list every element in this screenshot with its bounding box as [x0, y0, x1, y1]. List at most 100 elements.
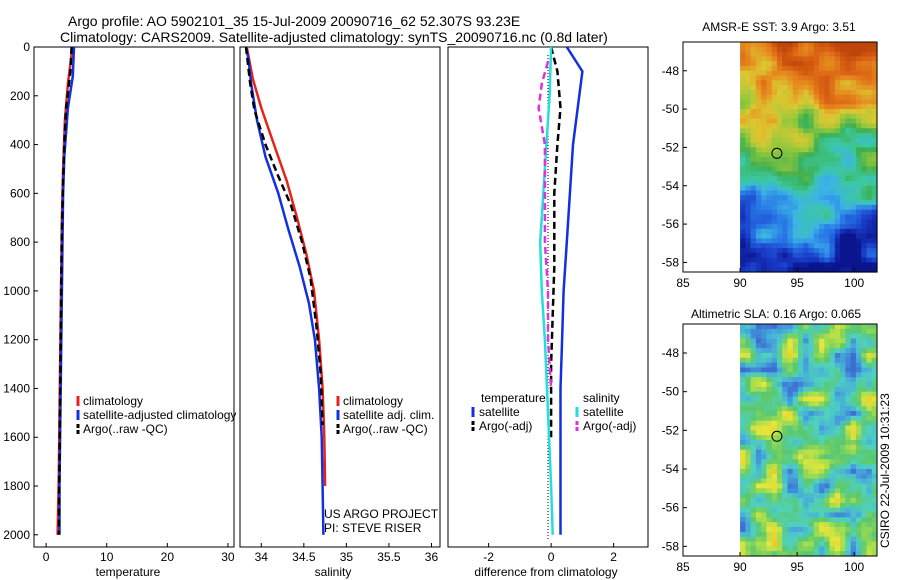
sla-map-cell: [845, 488, 852, 494]
sla-map-cell: [776, 391, 783, 398]
sla-map-cell: [755, 551, 762, 557]
sst-map-cell: [808, 224, 815, 230]
sst-map-cell: [861, 137, 868, 144]
sla-map-cell: [850, 478, 857, 485]
sst-map-cell: [850, 80, 857, 86]
sla-map-cell: [840, 541, 846, 547]
sst-map-cell: [819, 166, 825, 172]
sst-map-cell: [755, 262, 762, 268]
sst-map-cell: [798, 61, 804, 67]
sst-map-cell: [787, 109, 794, 115]
sla-map-cell: [761, 386, 767, 393]
sst-map-cell: [745, 61, 752, 67]
sla-map-cell: [834, 382, 841, 388]
sla-map-cell: [792, 493, 799, 499]
sst-map-cell: [755, 166, 762, 172]
sla-map-cell: [798, 435, 804, 441]
sst-map-cell: [745, 262, 752, 268]
sla-map-cell: [824, 454, 831, 460]
sla-map-cell: [740, 343, 746, 349]
sla-map-cell: [819, 551, 825, 557]
sla-map-cell: [761, 391, 767, 398]
sst-map-cell: [787, 204, 794, 211]
sla-map-xtick-label: 90: [733, 560, 747, 574]
sla-map-cell: [850, 353, 857, 359]
sla-map-cell: [776, 386, 783, 393]
sla-map-cell: [766, 517, 773, 523]
sst-map-cell: [813, 243, 820, 249]
sst-map-cell: [766, 142, 773, 149]
sst-map-cell: [845, 238, 852, 244]
sla-map-cell: [855, 488, 862, 494]
sst-map-cell: [840, 113, 846, 120]
salinity-xtick-label: 34.5: [292, 550, 316, 564]
sla-map-cell: [871, 435, 878, 441]
sst-map-cell: [803, 46, 810, 53]
sst-map-cell: [740, 238, 746, 244]
sst-map-cell: [808, 228, 815, 235]
sla-map-cell: [792, 454, 799, 460]
sla-map-cell: [771, 546, 778, 552]
sst-map-cell: [834, 166, 841, 172]
sla-map-cell: [845, 328, 852, 335]
sla-map-cell: [824, 420, 831, 427]
sst-map-cell: [866, 257, 873, 264]
sst-map-cell: [855, 46, 862, 53]
sst-map-cell: [808, 128, 815, 134]
sla-map-cell: [766, 411, 773, 417]
salinity-xtick-label: 35: [340, 550, 354, 564]
sst-map-cell: [855, 123, 862, 129]
sla-map-cell: [829, 551, 836, 557]
sla-map-cell: [776, 546, 783, 552]
sla-map-cell: [766, 522, 773, 528]
difference-series-salinity-argo-adj-: [537, 61, 553, 389]
sla-map-cell: [787, 449, 794, 456]
sla-map-cell: [866, 406, 873, 412]
sst-map-cell: [855, 195, 862, 201]
sst-map-cell: [824, 166, 831, 172]
sst-map-cell: [813, 233, 820, 240]
sla-map-cell: [819, 449, 825, 456]
sla-map-cell: [861, 502, 868, 509]
sla-map-cell: [766, 391, 773, 398]
sst-map-cell: [776, 113, 783, 120]
sst-map-cell: [824, 75, 831, 81]
sst-map-cell: [813, 70, 820, 77]
sst-map-cell: [798, 75, 804, 81]
sla-map-cell: [740, 353, 746, 359]
sla-map-cell: [750, 372, 757, 378]
sla-map-xtick-label: 100: [844, 560, 864, 574]
sst-map-cell: [845, 171, 852, 177]
sla-map-cell: [798, 362, 804, 369]
sst-map-cell: [824, 233, 831, 240]
sst-map-cell: [750, 180, 757, 187]
sst-map-cell: [787, 190, 794, 196]
sst-map-ytick-label: -56: [662, 217, 680, 231]
sla-map-ytick-label: -52: [662, 423, 680, 437]
sla-map-cell: [871, 406, 878, 412]
sla-map-cell: [798, 478, 804, 485]
sst-map-cell: [813, 248, 820, 254]
sst-map-cell: [845, 147, 852, 153]
sla-map-cell: [813, 362, 820, 369]
sla-map-cell: [792, 348, 799, 354]
sla-map-cell: [871, 454, 878, 460]
sla-map-cell: [755, 386, 762, 393]
sst-map-cell: [782, 99, 789, 105]
sla-map-cell: [766, 348, 773, 354]
sla-map-cell: [824, 324, 831, 330]
sst-map-cell: [808, 147, 815, 153]
sst-map-cell: [782, 65, 789, 72]
sst-map-cell: [782, 42, 789, 48]
sla-map-cell: [798, 338, 804, 344]
sst-map-cell: [866, 224, 873, 230]
sla-map-cell: [745, 382, 752, 388]
sla-map-cell: [782, 372, 789, 378]
sla-map-cell: [745, 338, 752, 344]
sla-map-cell: [808, 386, 815, 393]
sla-map-cell: [761, 527, 767, 533]
sla-map-cell: [776, 406, 783, 412]
sla-map-panel: Altimetric SLA: 0.16 Argo: 0.065 85 90 95 1…: [662, 307, 878, 574]
sla-map-cell: [782, 425, 789, 431]
sst-map-cell: [787, 123, 794, 129]
